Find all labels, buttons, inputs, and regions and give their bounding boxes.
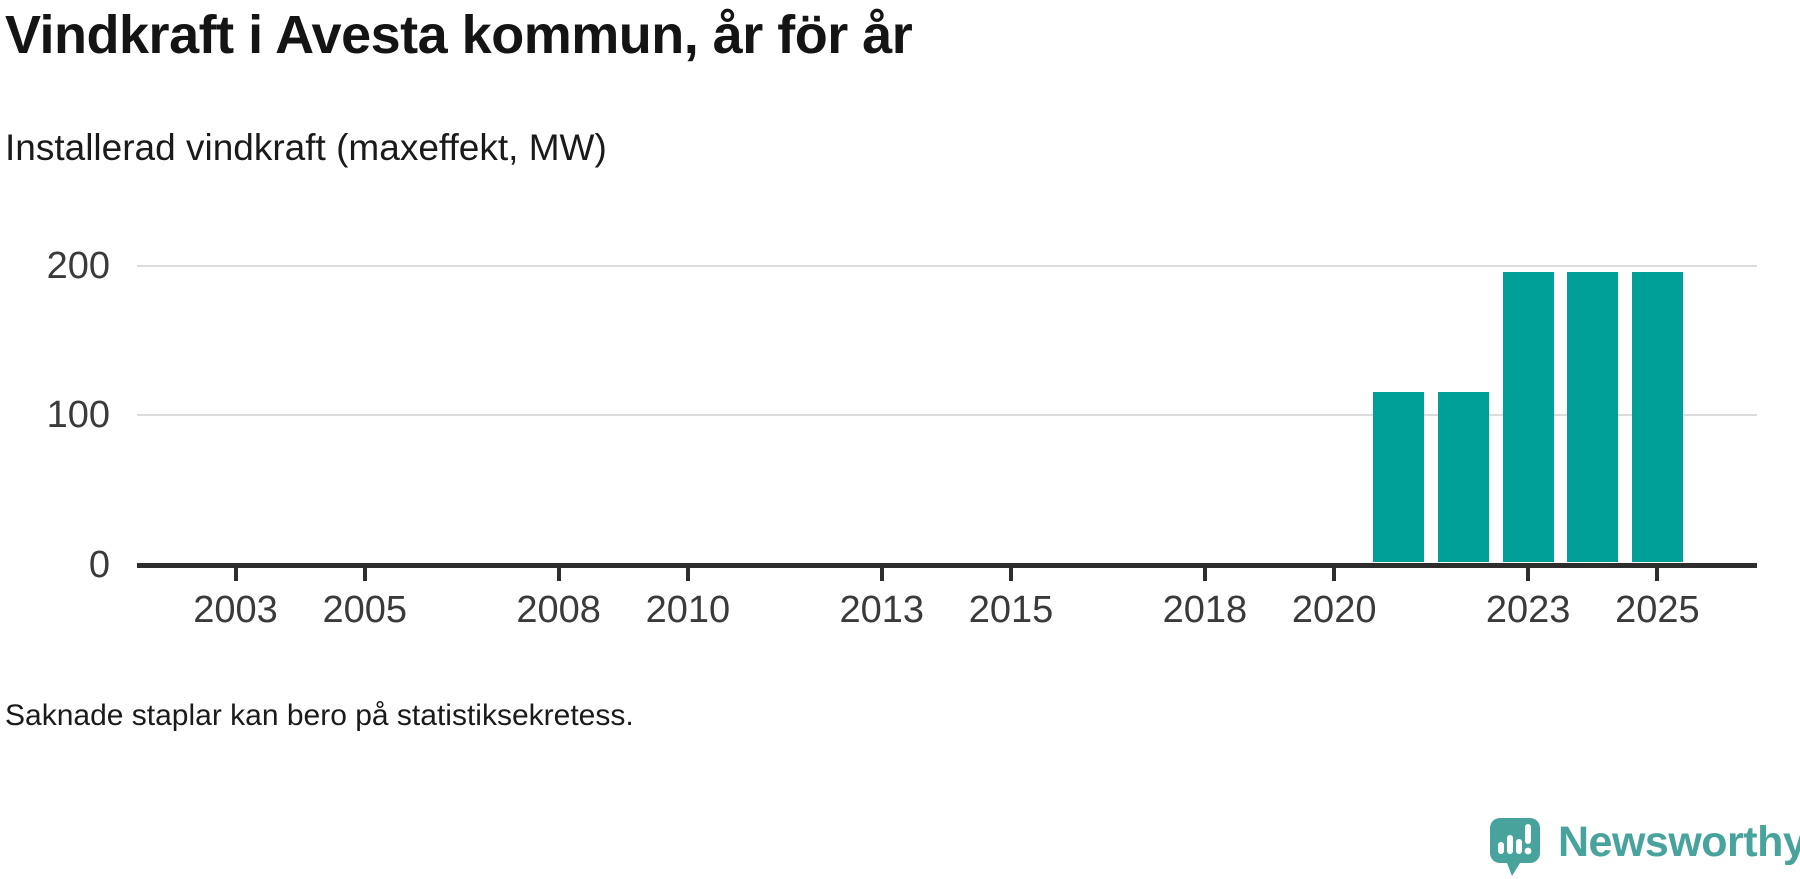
x-axis-label-2010: 2010 xyxy=(645,589,731,631)
x-tick-2013 xyxy=(879,567,884,581)
x-tick-2023 xyxy=(1526,567,1531,581)
y-axis-label-0: 0 xyxy=(88,544,110,586)
x-axis-label-2020: 2020 xyxy=(1291,589,1377,631)
gridline-200 xyxy=(137,264,1757,267)
bar-2021 xyxy=(1373,392,1425,563)
x-tick-2015 xyxy=(1009,567,1014,581)
x-tick-2005 xyxy=(362,567,367,581)
x-tick-2020 xyxy=(1332,567,1337,581)
newsworthy-logo: Newsworthy xyxy=(1490,818,1800,879)
chart-title: Vindkraft i Avesta kommun, år för år xyxy=(5,5,913,65)
newsworthy-logo-icon xyxy=(1490,818,1540,879)
x-axis-label-2008: 2008 xyxy=(516,589,601,631)
x-axis-label-2005: 2005 xyxy=(322,589,408,631)
x-tick-2003 xyxy=(233,567,238,581)
newsworthy-logo-text: Newsworthy xyxy=(1558,818,1800,866)
gridline-100 xyxy=(137,414,1757,417)
bar-2022 xyxy=(1437,392,1489,563)
x-tick-2025 xyxy=(1655,567,1660,581)
bar-2024 xyxy=(1567,272,1619,563)
x-axis-line xyxy=(137,562,1757,568)
bar-2023 xyxy=(1502,272,1554,563)
chart-subtitle: Installerad vindkraft (maxeffekt, MW) xyxy=(5,127,607,168)
y-axis-label-100: 100 xyxy=(46,394,110,437)
x-axis-label-2015: 2015 xyxy=(968,589,1054,631)
x-axis-label-2013: 2013 xyxy=(839,589,925,631)
chart-footnote: Saknade staplar kan bero på statistiksek… xyxy=(5,699,634,732)
x-tick-2018 xyxy=(1202,567,1207,581)
x-axis-label-2018: 2018 xyxy=(1162,589,1248,631)
y-axis-label-200: 200 xyxy=(46,244,110,287)
x-axis-label-2025: 2025 xyxy=(1615,589,1700,631)
x-tick-2010 xyxy=(685,567,690,581)
x-tick-2008 xyxy=(556,567,561,581)
bar-2025 xyxy=(1631,272,1683,563)
x-axis-label-2003: 2003 xyxy=(193,589,278,631)
x-axis-label-2023: 2023 xyxy=(1485,589,1571,631)
